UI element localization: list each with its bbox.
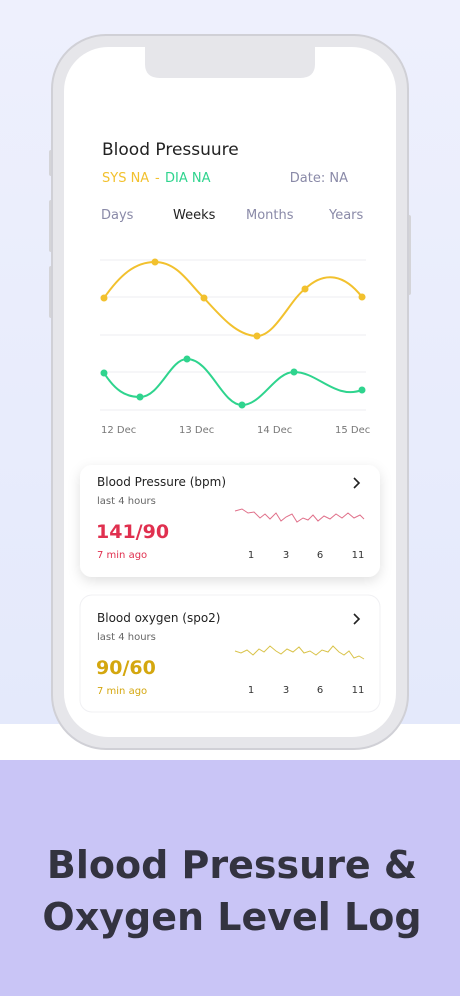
banner-line: Blood Pressure & (47, 843, 417, 887)
sparkline (234, 645, 365, 660)
x-label: 12 Dec (101, 425, 136, 436)
chevron (353, 613, 361, 625)
tab[interactable]: Days (101, 208, 134, 223)
sys-curve (103, 260, 363, 338)
grid (100, 259, 366, 411)
spark-tick: 3 (283, 550, 289, 561)
title: Blood Pressuure (102, 140, 239, 160)
banner-line: Oxygen Level Log (42, 895, 421, 939)
card-title: Blood Pressure (bpm) (97, 475, 226, 489)
card[interactable] (79, 594, 381, 713)
dia-label: DIA NA (165, 171, 211, 186)
spark-tick: 11 (352, 685, 365, 696)
spark-tick: 6 (317, 550, 323, 561)
dia-points (100, 355, 366, 409)
x-label: 15 Dec (335, 425, 370, 436)
card-value: 141/90 (96, 521, 169, 543)
date-label: Date: NA (290, 171, 348, 186)
sys-label: SYS NA (102, 171, 149, 186)
x-label: 13 Dec (179, 425, 214, 436)
notch (145, 47, 315, 78)
card-title: Blood oxygen (spo2) (97, 611, 221, 625)
card-time: 7 min ago (97, 686, 147, 697)
card-subtitle: last 4 hours (97, 632, 156, 643)
spark-tick: 1 (248, 685, 254, 696)
sys-points (100, 258, 366, 340)
card-subtitle: last 4 hours (97, 496, 156, 507)
spark-tick: 3 (283, 685, 289, 696)
spark-tick: 6 (317, 685, 323, 696)
banner-background (0, 760, 460, 996)
chevron (353, 477, 361, 489)
card[interactable] (80, 465, 380, 577)
separator: - (155, 171, 160, 186)
tab[interactable]: Years (328, 208, 364, 223)
x-label: 14 Dec (257, 425, 292, 436)
spark-tick: 11 (352, 550, 365, 561)
card-time: 7 min ago (97, 550, 147, 561)
card-value: 90/60 (96, 657, 156, 679)
spark-tick: 1 (248, 550, 254, 561)
sparkline (234, 508, 365, 523)
tab[interactable]: Months (246, 208, 294, 223)
tab-selected[interactable]: Weeks (173, 208, 216, 223)
